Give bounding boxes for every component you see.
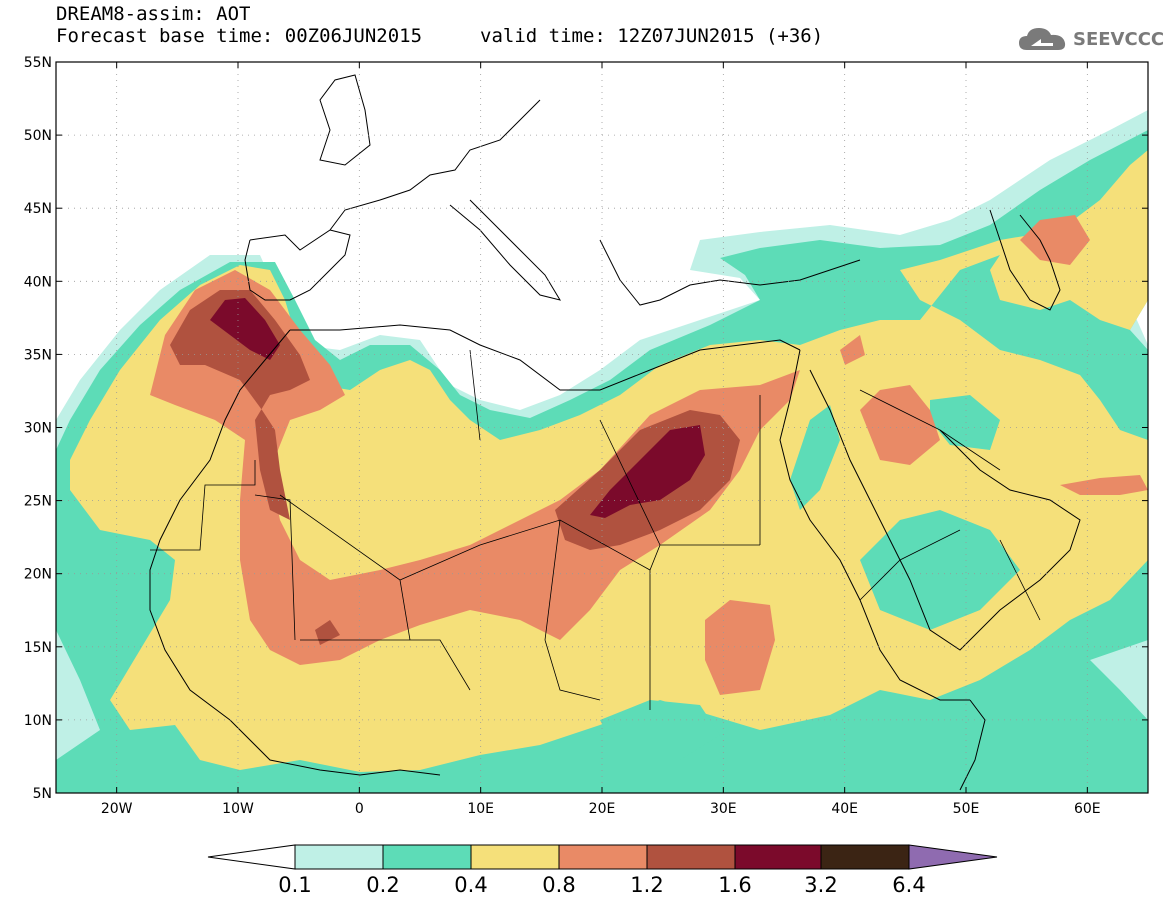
- aot-band-0-8-iraq: [860, 385, 940, 465]
- aot-band-0-8-caspian: [1020, 215, 1090, 265]
- coastline-north-africa: [290, 324, 801, 391]
- coastline-red-sea: [779, 349, 970, 701]
- border-lines: [150, 349, 1041, 710]
- lon-tick-label: 0: [355, 801, 364, 817]
- aot-band-0-8-levant: [840, 335, 865, 365]
- lon-tick-label: 10E: [467, 801, 494, 817]
- lat-axis: 55N 50N 45N 40N 35N 30N 25N 20N 15N 10N 5N: [24, 55, 1148, 802]
- colorbar-segment-4: [558, 844, 648, 870]
- colorbar-label: 3.2: [804, 873, 837, 897]
- cloud-logo-icon: [1019, 28, 1066, 50]
- aot-band-1-6-libya: [590, 425, 705, 518]
- lon-tick-label: 10W: [222, 801, 254, 817]
- lat-tick-label: 40N: [24, 274, 52, 290]
- colorbar-label: 6.4: [892, 873, 925, 897]
- logo-text: SEEVCCC: [1073, 28, 1165, 50]
- coastline-west-africa: [149, 329, 441, 776]
- lat-tick-label: 50N: [24, 128, 52, 144]
- coastline-arabia: [809, 369, 1081, 651]
- colorbar-label: 1.6: [718, 873, 751, 897]
- lat-tick-label: 35N: [24, 347, 52, 363]
- lon-axis: 20W 10W 0 10E 20E 30E 40E 50E 60E: [101, 62, 1101, 817]
- lon-tick-label: 30E: [710, 801, 737, 817]
- lon-tick-label: 50E: [953, 801, 980, 817]
- map-gridlines: [56, 62, 1148, 793]
- colorbar-label: 1.2: [630, 873, 663, 897]
- colorbar-label: 0.1: [278, 873, 311, 897]
- colorbar-segment-5: [646, 844, 736, 870]
- coastline-greece-turkey: [599, 239, 861, 306]
- colorbar-label: 0.4: [454, 873, 487, 897]
- colorbar-lower-arrow: [207, 844, 296, 870]
- lat-tick-label: 25N: [24, 494, 52, 510]
- colorbar-label: 0.8: [542, 873, 575, 897]
- coastline-caspian: [989, 209, 1061, 311]
- aot-band-0-8-pakistan: [1060, 475, 1148, 495]
- aot-band-0-8-sudan: [705, 600, 775, 695]
- valid-time: valid time: 12Z07JUN2015 (+36): [480, 25, 824, 47]
- aot-island-teal-egypt: [790, 405, 840, 510]
- lat-tick-label: 20N: [24, 567, 52, 583]
- colorbar-segment-1: [294, 844, 384, 870]
- aot-band-1-2-mali: [315, 620, 340, 645]
- lon-tick-label: 40E: [831, 801, 858, 817]
- colorbar-segment-7: [820, 844, 910, 870]
- colorbar-label: 0.2: [366, 873, 399, 897]
- lon-tick-label: 20W: [101, 801, 133, 817]
- lat-tick-label: 55N: [24, 55, 52, 71]
- coastline-europe-west: [249, 99, 541, 251]
- colorbar-segment-3: [470, 844, 560, 870]
- lat-tick-label: 45N: [24, 201, 52, 217]
- colorbar: 0.1 0.2 0.4 0.8 1.2 1.6 3.2 6.4: [207, 844, 998, 897]
- forecast-base-time: Forecast base time: 00Z06JUN2015: [56, 25, 423, 47]
- coastline-horn-africa: [959, 699, 986, 791]
- aot-band-0-8-west: [150, 270, 800, 665]
- lat-tick-label: 30N: [24, 421, 52, 437]
- aot-island-teal-gulf: [930, 395, 1000, 450]
- map-title: DREAM8-assim: AOT: [56, 3, 251, 25]
- lon-tick-label: 20E: [589, 801, 616, 817]
- lat-tick-label: 10N: [24, 713, 52, 729]
- aot-island-teal-arabia: [860, 510, 1020, 630]
- aot-contours: [56, 110, 1148, 793]
- coastlines: [149, 74, 1081, 791]
- colorbar-upper-arrow: [908, 844, 998, 870]
- coastline-iberia: [244, 229, 351, 301]
- aot-island-teal-central: [600, 700, 720, 760]
- lat-tick-label: 5N: [33, 786, 52, 802]
- coastline-britain: [319, 74, 371, 166]
- lat-tick-label: 15N: [24, 640, 52, 656]
- seevccc-logo: SEEVCCC: [1017, 22, 1164, 56]
- aot-band-1-6-morocco: [210, 298, 280, 360]
- lon-tick-label: 60E: [1074, 801, 1101, 817]
- coastline-italy: [449, 199, 562, 301]
- colorbar-segment-6: [734, 844, 822, 870]
- colorbar-segment-2: [382, 844, 472, 870]
